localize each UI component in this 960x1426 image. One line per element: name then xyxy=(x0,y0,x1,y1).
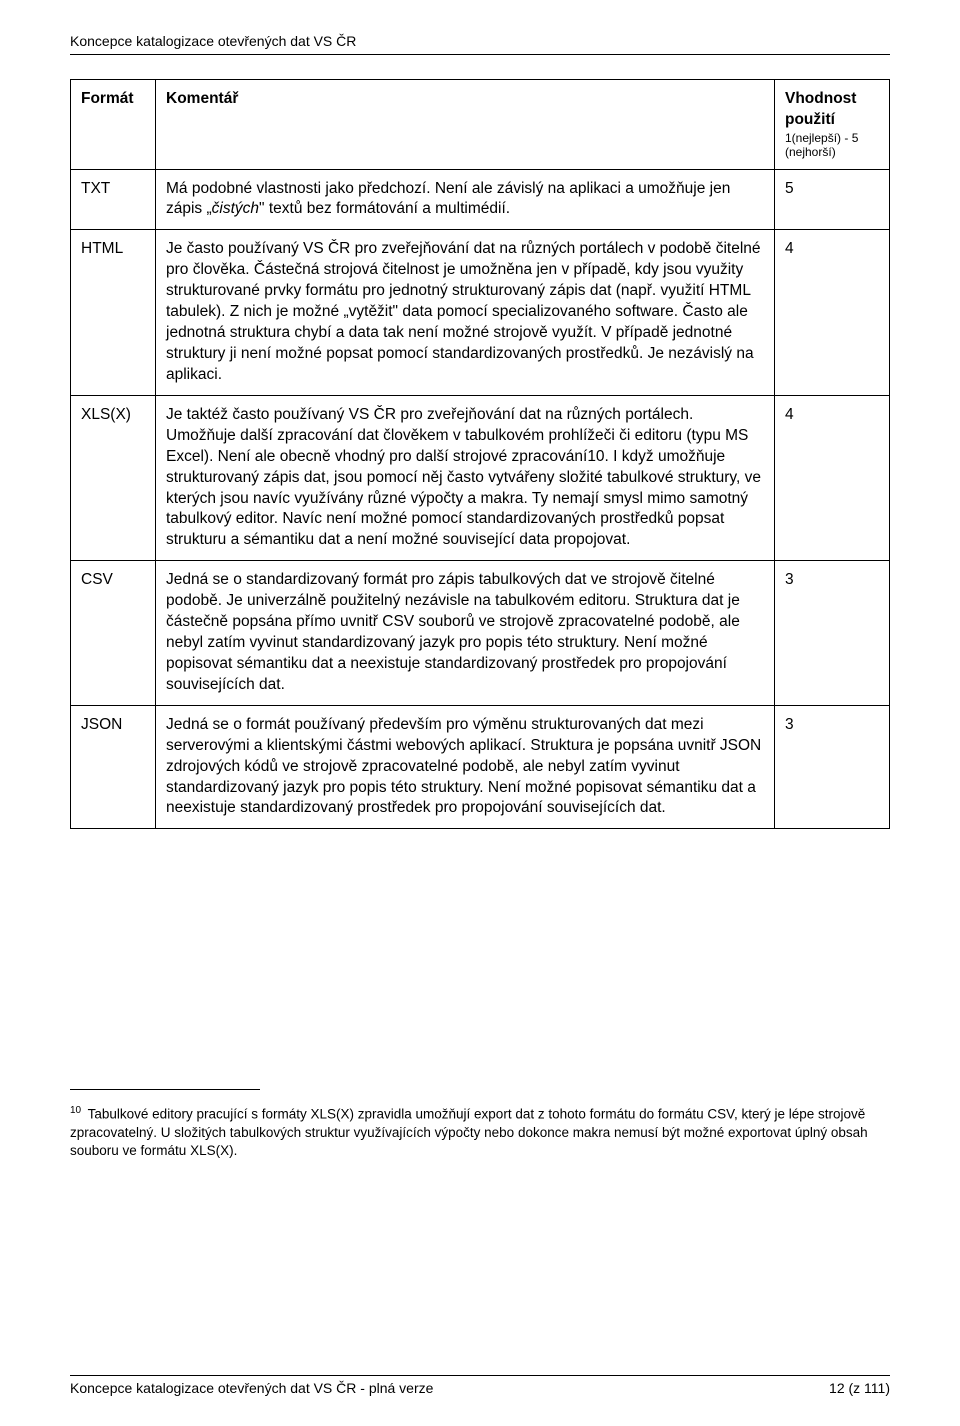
table-header-row: Formát Komentář Vhodnost použití 1(nejle… xyxy=(71,79,890,169)
cell-rating: 4 xyxy=(775,395,890,560)
cell-comment: Je taktéž často používaný VS ČR pro zveř… xyxy=(156,395,775,560)
table-row: JSON Jedná se o formát používaný předevš… xyxy=(71,705,890,829)
table-row: TXT Má podobné vlastnosti jako předchozí… xyxy=(71,169,890,230)
cell-format: TXT xyxy=(71,169,156,230)
comment-italic: čistých xyxy=(212,200,259,217)
footer-right: 12 (z 111) xyxy=(829,1379,890,1398)
cell-format: HTML xyxy=(71,230,156,395)
cell-rating: 4 xyxy=(775,230,890,395)
cell-rating: 3 xyxy=(775,705,890,829)
formats-table: Formát Komentář Vhodnost použití 1(nejle… xyxy=(70,79,890,830)
table-row: CSV Jedná se o standardizovaný formát pr… xyxy=(71,561,890,706)
table-row: HTML Je často používaný VS ČR pro zveřej… xyxy=(71,230,890,395)
cell-comment: Je často používaný VS ČR pro zveřejňován… xyxy=(156,230,775,395)
footnote-separator xyxy=(70,1089,260,1090)
document-header: Koncepce katalogizace otevřených dat VS … xyxy=(70,32,890,55)
table-row: XLS(X) Je taktéž často používaný VS ČR p… xyxy=(71,395,890,560)
comment-post: " textů bez formátování a multimédií. xyxy=(259,200,510,217)
header-format: Formát xyxy=(71,79,156,169)
cell-rating: 5 xyxy=(775,169,890,230)
header-rating: Vhodnost použití 1(nejlepší) - 5 (nejhor… xyxy=(775,79,890,169)
footnote: 10 Tabulkové editory pracující s formáty… xyxy=(70,1104,890,1160)
footnote-number: 10 xyxy=(70,1105,81,1116)
cell-format: XLS(X) xyxy=(71,395,156,560)
cell-format: CSV xyxy=(71,561,156,706)
cell-comment: Jedná se o standardizovaný formát pro zá… xyxy=(156,561,775,706)
cell-format: JSON xyxy=(71,705,156,829)
cell-rating: 3 xyxy=(775,561,890,706)
cell-comment: Má podobné vlastnosti jako předchozí. Ne… xyxy=(156,169,775,230)
header-comment: Komentář xyxy=(156,79,775,169)
footnote-text: Tabulkové editory pracující s formáty XL… xyxy=(70,1107,868,1158)
rating-title: Vhodnost použití xyxy=(785,89,879,131)
rating-sub2: (nejhorší) xyxy=(785,145,879,159)
document-footer: Koncepce katalogizace otevřených dat VS … xyxy=(70,1375,890,1398)
footer-left: Koncepce katalogizace otevřených dat VS … xyxy=(70,1379,433,1398)
cell-comment: Jedná se o formát používaný především pr… xyxy=(156,705,775,829)
rating-sub1: 1(nejlepší) - 5 xyxy=(785,131,879,145)
